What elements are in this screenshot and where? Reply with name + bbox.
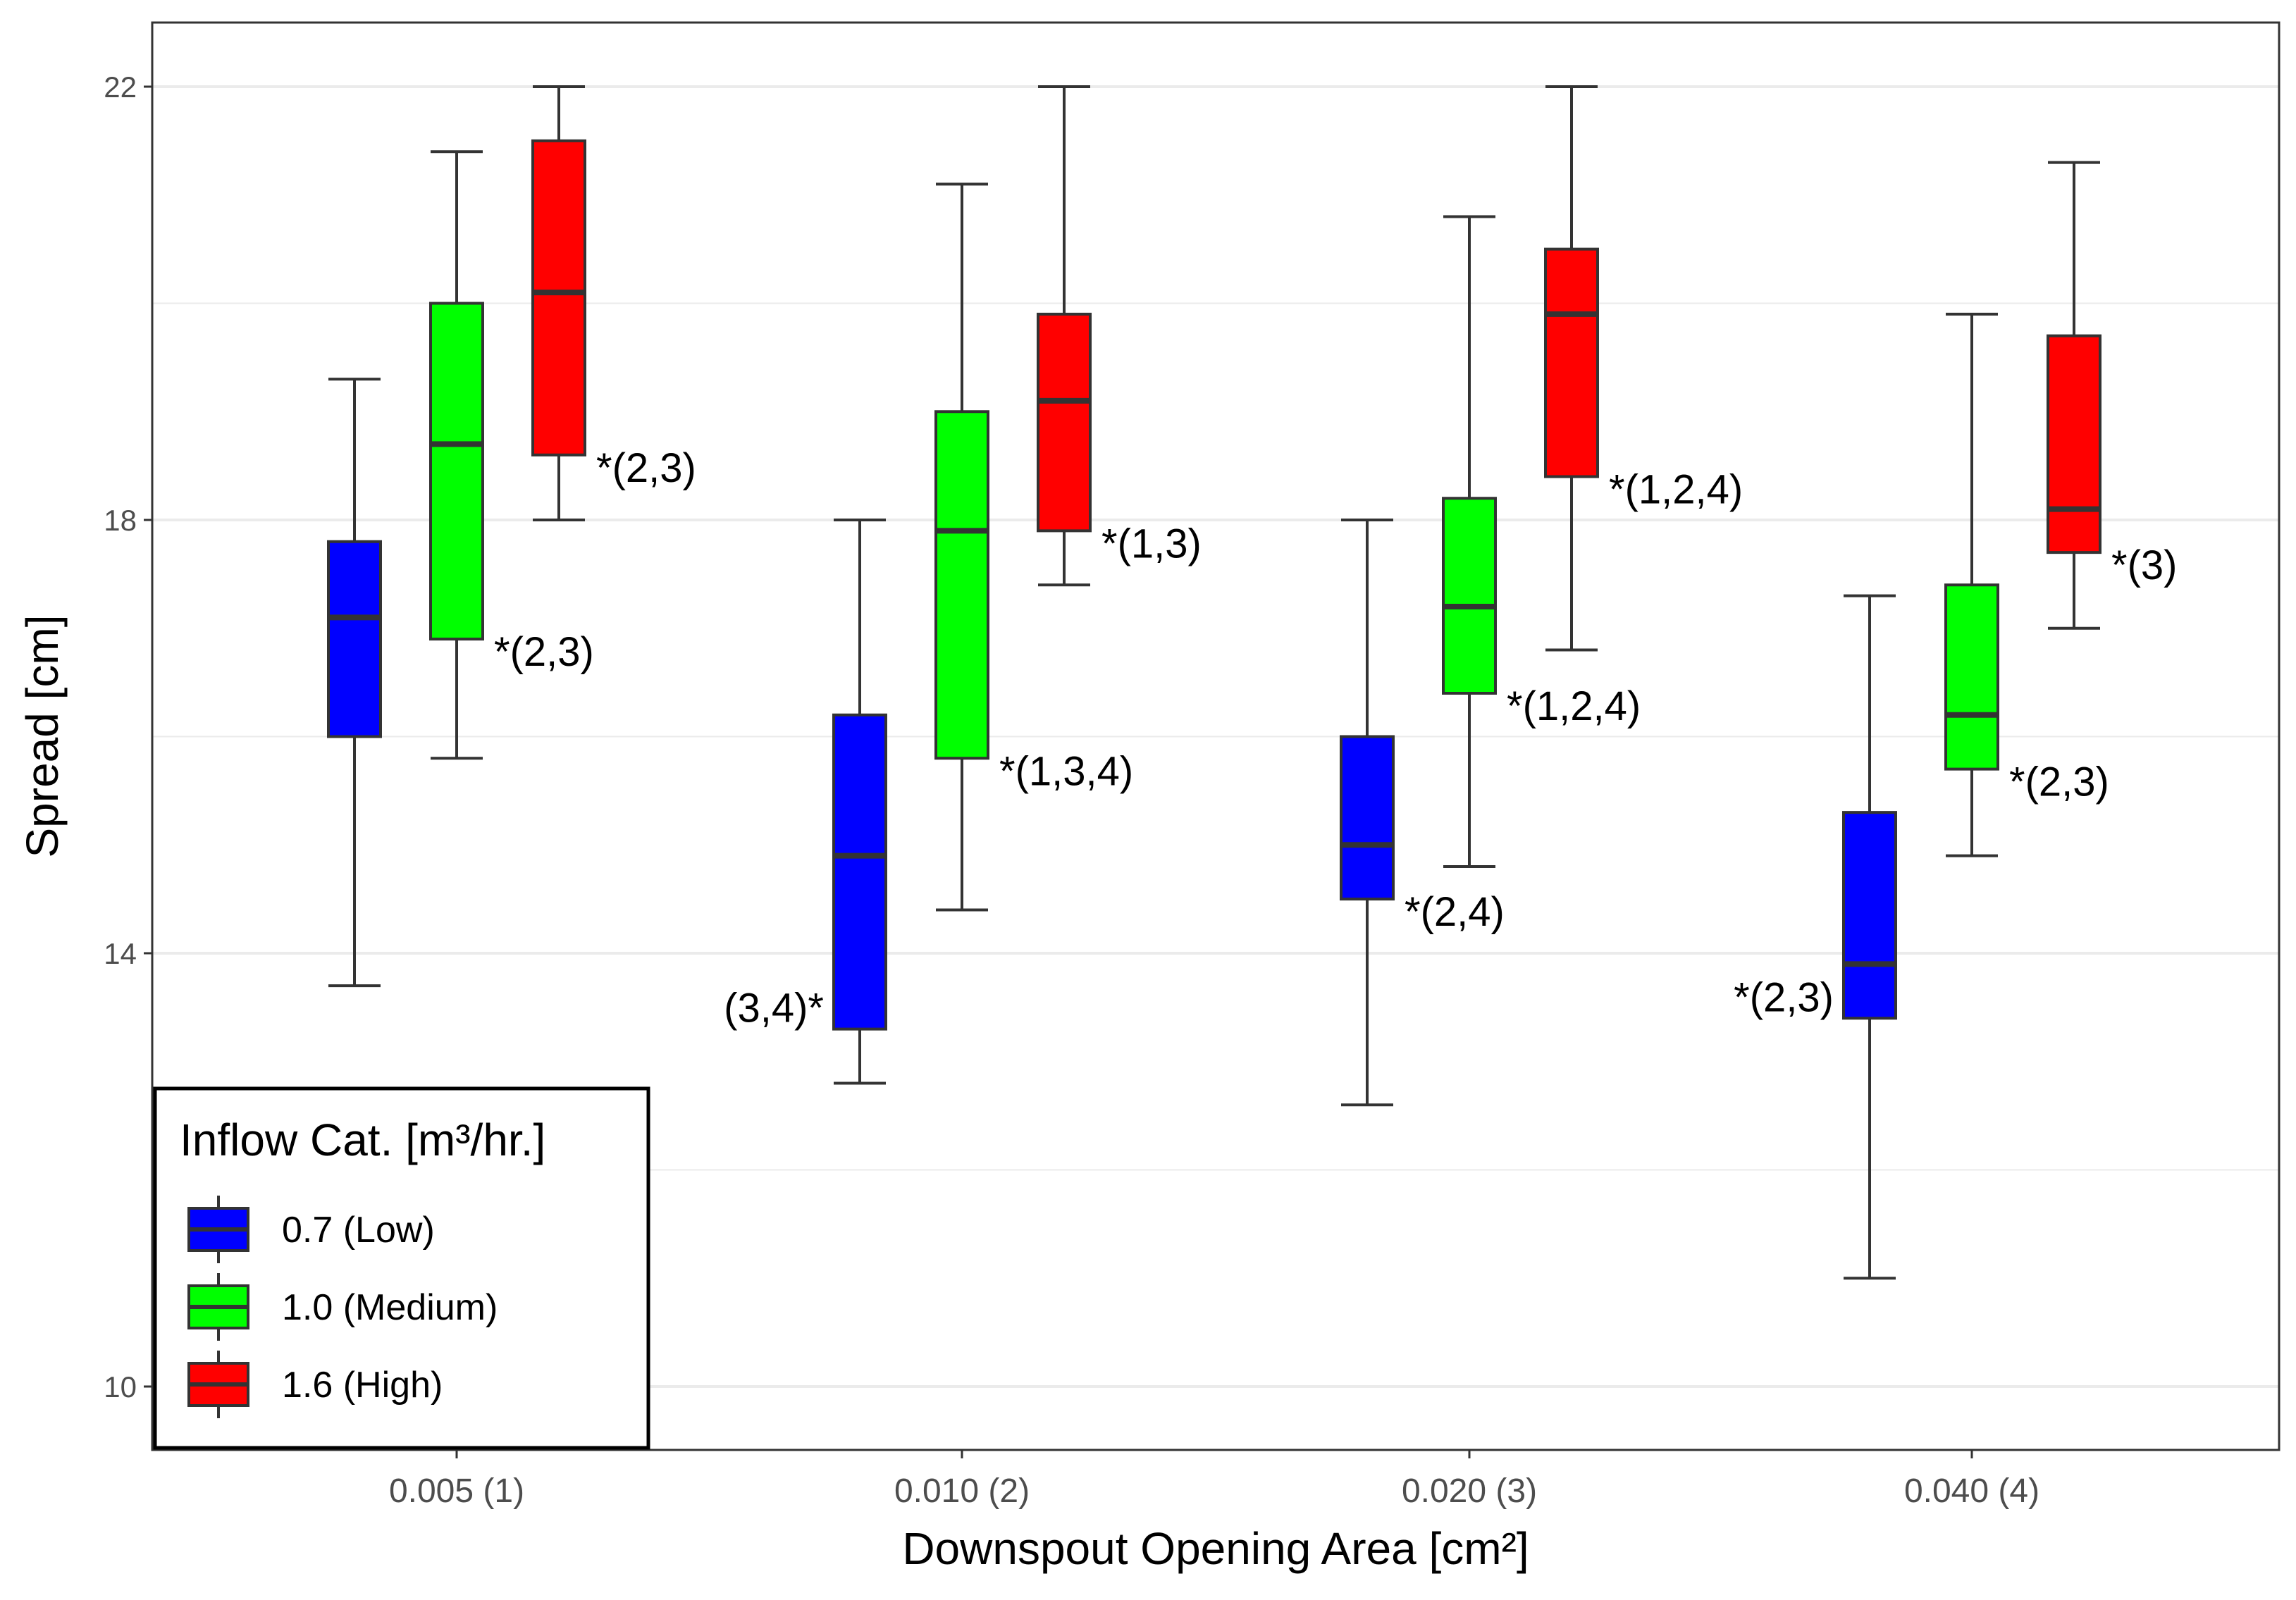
y-tick-label: 22	[104, 70, 137, 104]
box-2-3	[1442, 215, 1497, 868]
box-iqr	[1442, 497, 1497, 695]
annotation-label: *(2,3)	[596, 445, 696, 491]
box-2-1	[429, 150, 484, 760]
axes: 10 14 18 22 0.005 (1) 0.010 (2) 0.020 (3) 0.040…	[104, 70, 2039, 1510]
box-iqr	[327, 540, 382, 738]
box-iqr	[1842, 811, 1897, 1020]
annotation-label: *(2,3)	[2009, 759, 2109, 805]
box-3-2	[1037, 85, 1092, 587]
y-tick-label: 14	[104, 937, 137, 970]
box-iqr	[1944, 583, 1999, 771]
legend-label: 1.0 (Medium)	[282, 1287, 498, 1328]
box-iqr	[1544, 247, 1599, 478]
y-tick-label: 10	[104, 1370, 137, 1403]
box-3-1	[531, 85, 586, 521]
box-1-4	[1842, 594, 1897, 1280]
legend-title: Inflow Cat. [m³/hr.]	[180, 1115, 545, 1165]
x-tick-label: 0.040 (4)	[1904, 1472, 2039, 1510]
box-iqr	[2047, 334, 2101, 554]
plot-panel-border	[151, 21, 2280, 1451]
box-2-4	[1944, 312, 1999, 857]
annotation-label: *(1,2,4)	[1507, 683, 1641, 729]
annotation-label: *(2,3)	[1734, 974, 1834, 1020]
box-iqr	[1340, 735, 1395, 901]
y-tick-label: 18	[104, 504, 137, 537]
x-axis-title: Downspout Opening Area [cm²]	[902, 1523, 1529, 1574]
x-tick-label: 0.010 (2)	[894, 1472, 1030, 1510]
box-3-3	[1544, 85, 1599, 652]
box-iqr	[934, 410, 989, 760]
legend-label: 0.7 (Low)	[282, 1210, 435, 1251]
significance-annotations: (3,4)* *(2,4) *(2,3) *(2,3) *(1,3,4) *(1,2,4)…	[494, 445, 2177, 1031]
box-3-4	[2047, 161, 2101, 630]
box-2-2	[934, 182, 989, 912]
annotation-label: *(1,3)	[1101, 521, 1202, 566]
legend-label: 1.6 (High)	[282, 1365, 443, 1406]
annotation-label: *(2,4)	[1405, 889, 1505, 935]
box-iqr	[1037, 312, 1092, 533]
y-axis-title: Spread [cm]	[17, 614, 68, 857]
box-1-1	[327, 378, 382, 988]
box-1-2	[832, 519, 887, 1085]
box-plots	[327, 85, 2101, 1280]
box-iqr	[531, 139, 586, 457]
x-tick-label: 0.005 (1)	[389, 1472, 524, 1510]
legend: Inflow Cat. [m³/hr.] 0.7 (Low) 1.0 (Mediu…	[153, 1086, 650, 1450]
annotation-label: *(1,2,4)	[1609, 467, 1743, 513]
box-1-3	[1340, 519, 1395, 1107]
x-tick-label: 0.020 (3)	[1402, 1472, 1537, 1510]
box-iqr	[429, 302, 484, 641]
annotation-label: (3,4)*	[724, 986, 824, 1031]
annotation-label: *(3)	[2111, 542, 2177, 588]
annotation-label: *(2,3)	[494, 629, 594, 675]
box-iqr	[832, 713, 887, 1031]
annotation-label: *(1,3,4)	[999, 748, 1133, 794]
